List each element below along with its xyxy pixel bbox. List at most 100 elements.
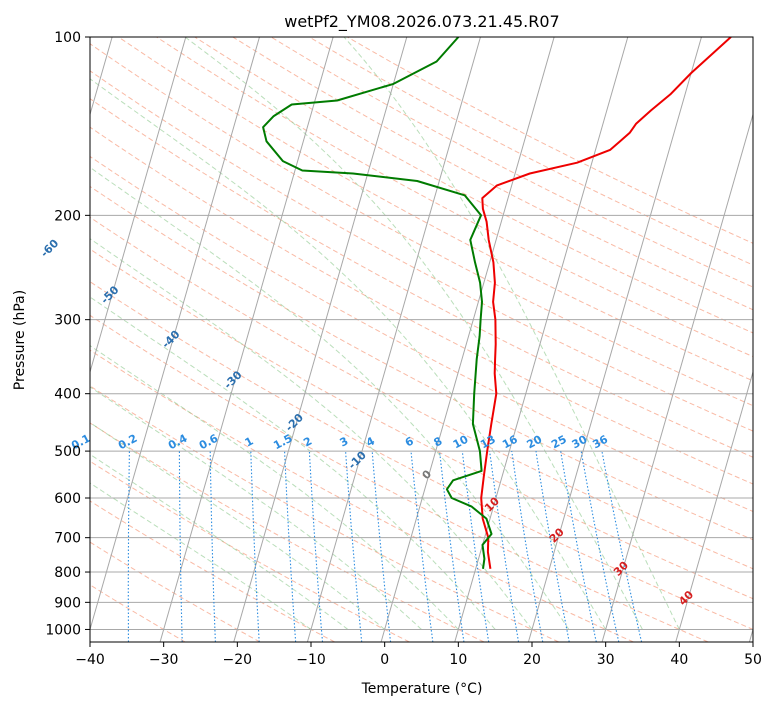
isotherm-label: -10 [346, 448, 369, 471]
moist-adiabat-line [90, 482, 312, 630]
mixing-ratio-label: 1 [243, 434, 256, 449]
mixing-ratio-label: 0.4 [166, 432, 190, 453]
moist-adiabat-line [90, 296, 496, 630]
dry-adiabat-line [90, 126, 753, 485]
y-tick-label: 700 [54, 531, 81, 547]
isotherm-line [90, 37, 260, 632]
dry-adiabat-line [90, 584, 186, 642]
y-tick-label: 800 [54, 565, 81, 581]
x-tick-label: 10 [449, 652, 467, 668]
moist-adiabat-line [90, 166, 570, 630]
moist-adiabats [90, 37, 680, 630]
x-tick-label: −10 [296, 652, 326, 668]
y-tick-label: 900 [54, 595, 81, 611]
y-tick-label: 100 [54, 30, 81, 46]
mixing-ratio-line [371, 451, 392, 642]
isotherm-line [159, 37, 334, 642]
x-tick-label: −30 [149, 652, 179, 668]
moist-adiabat-line [90, 238, 533, 630]
mixing-ratio-line [178, 451, 183, 642]
mixing-ratio-line [250, 451, 260, 642]
isotherm-line [454, 37, 629, 642]
moist-adiabat-line [90, 422, 385, 630]
moist-adiabat-line [90, 453, 349, 630]
mixing-ratio-label: 1.5 [271, 432, 294, 453]
mixing-ratio-line [560, 451, 597, 642]
mixing-ratio-label: 36 [590, 433, 610, 452]
dry-adiabats [90, 37, 753, 642]
x-tick-label: 40 [670, 652, 688, 668]
mixing-ratio-label: 13 [478, 433, 498, 452]
y-tick-label: 500 [54, 444, 81, 460]
dry-adiabat-line [90, 43, 753, 407]
y-tick-label: 400 [54, 387, 81, 403]
x-tick-label: −40 [75, 652, 105, 668]
dry-adiabat-line [90, 281, 753, 630]
mixing-ratio-labels: 0.1 0.2 0.4 0.6 1 1.5 2 3 4 6 8 10 13 16 20 25 30 36 [69, 432, 610, 453]
mixing-ratio-label: 3 [338, 434, 351, 449]
x-axis-ticks: −40 −30 −20 −10 0 10 20 30 40 50 [75, 642, 762, 668]
dry-adiabat-line [90, 216, 753, 570]
x-tick-label: 20 [523, 652, 541, 668]
temperature-profile-line [480, 37, 732, 569]
isotherm-label: 20 [547, 525, 567, 545]
y-tick-label: 600 [54, 491, 81, 507]
mixing-ratio-label: 2 [301, 434, 314, 449]
isotherm-label: -70 [0, 189, 1, 212]
mixing-ratio-lines [127, 450, 643, 642]
isotherm-line [675, 370, 753, 642]
isotherm-line [233, 37, 408, 642]
moist-adiabat-line [90, 345, 459, 630]
plot-frame [89, 36, 754, 643]
dry-adiabat-line [90, 541, 261, 642]
dry-adiabat-line [90, 460, 410, 642]
isotherm-label: -50 [98, 283, 121, 306]
moist-adiabat-line [90, 386, 422, 630]
mixing-ratio-line [489, 451, 520, 642]
dry-adiabat-line [90, 70, 753, 432]
mixing-ratio-label: 0.2 [116, 432, 139, 453]
mixing-ratio-label: 30 [570, 433, 590, 452]
chart-title: wetPf2_YM08.2026.073.21.45.R07 [284, 12, 559, 32]
dry-adiabat-line [90, 98, 753, 458]
y-tick-label: 200 [54, 208, 81, 224]
dry-adiabat-line [270, 37, 753, 288]
dry-adiabat-line [90, 248, 753, 600]
dry-adiabat-line [90, 422, 485, 642]
mixing-ratio-label: 10 [451, 433, 471, 452]
dry-adiabat-line [347, 37, 753, 244]
moist-adiabat-line [343, 37, 680, 630]
x-tick-label: 30 [597, 652, 615, 668]
mixing-ratio-line [127, 451, 130, 642]
mixing-ratio-line [580, 451, 620, 642]
isotherm-label: -20 [283, 411, 306, 434]
isotherm-line [306, 37, 481, 642]
isotherm-line [380, 37, 555, 642]
mixing-ratio-label: 4 [364, 434, 377, 449]
dry-adiabat-line [90, 155, 753, 513]
y-axis-ticks: 100 200 300 400 500 600 700 800 900 1000 [45, 30, 90, 638]
isotherm-label: -60 [38, 236, 61, 259]
mixing-ratio-line [284, 451, 297, 642]
dry-adiabat-line [194, 37, 753, 334]
mixing-ratio-line [511, 451, 544, 642]
dry-adiabat-line [90, 349, 634, 642]
mixing-ratio-line [535, 451, 570, 642]
dry-adiabat-line [90, 385, 559, 642]
mixing-ratio-label: 6 [403, 434, 416, 449]
isotherm-line [601, 112, 753, 642]
x-tick-label: 0 [380, 652, 389, 668]
mixing-ratio-label: 25 [549, 433, 569, 452]
dry-adiabat-line [90, 314, 709, 642]
isotherm-line [527, 37, 702, 642]
dry-adiabat-line [90, 185, 753, 541]
mixing-ratio-line [209, 451, 216, 642]
dry-adiabat-line [118, 37, 753, 382]
dewpoint-profile-line [262, 37, 493, 569]
mixing-ratio-label: 20 [525, 433, 545, 452]
mixing-ratio-label: 16 [500, 433, 520, 452]
isotherm-label: 40 [676, 588, 696, 608]
y-tick-label: 1000 [45, 622, 81, 638]
